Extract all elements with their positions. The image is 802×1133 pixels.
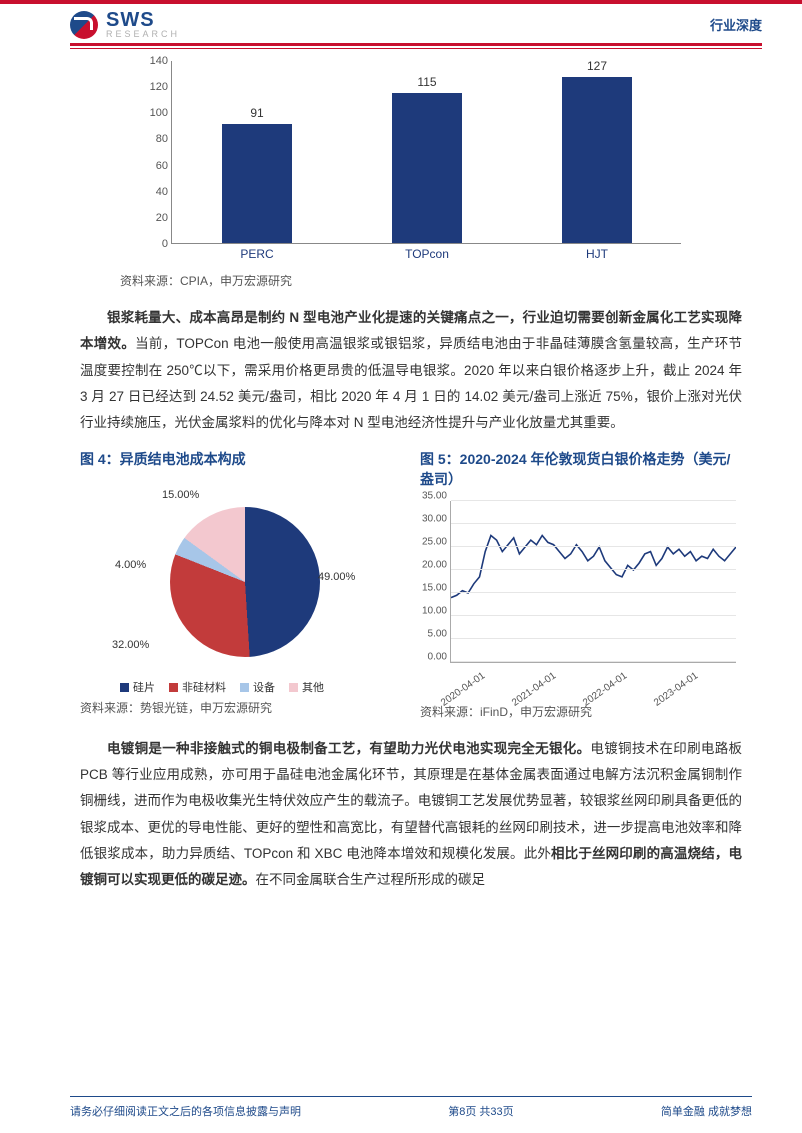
bar-ytick: 0 — [162, 238, 168, 250]
line-xtick: 2021-04-01 — [510, 670, 558, 708]
logo: SWS RESEARCH — [70, 10, 180, 39]
bar-TOPcon: 115 — [392, 93, 462, 243]
legend-item: 硅片 — [120, 679, 155, 695]
pie-label-4: 4.00% — [115, 559, 146, 571]
logo-sub-text: RESEARCH — [106, 30, 180, 39]
bar-value-label: 127 — [562, 59, 632, 73]
line-ytick: 10.00 — [422, 605, 447, 616]
line-ytick: 15.00 — [422, 582, 447, 593]
fig5-title: 图 5：2020-2024 年伦敦现货白银价格走势（美元/盎司） — [420, 449, 742, 489]
line-ytick: 25.00 — [422, 536, 447, 547]
figure-row: 图 4：异质结电池成本构成 49.00% 32.00% 4.00% 15.00%… — [80, 449, 742, 720]
bar-xcategory: HJT — [562, 247, 632, 261]
bar-ytick: 80 — [156, 133, 168, 145]
bar-chart: 02040608010012014091PERC115TOPcon127HJT — [131, 61, 691, 266]
line-grid — [451, 523, 736, 524]
header: SWS RESEARCH 行业深度 — [0, 4, 802, 43]
legend-item: 非硅材料 — [169, 679, 226, 695]
para2-tail: 在不同金属联合生产过程所形成的碳足 — [256, 872, 486, 887]
logo-main-text: SWS — [106, 10, 180, 30]
fig4-title: 图 4：异质结电池成本构成 — [80, 449, 402, 469]
line-ytick: 30.00 — [422, 513, 447, 524]
line-chart: 0.005.0010.0015.0020.0025.0030.0035.0020… — [420, 493, 742, 703]
figure-4: 图 4：异质结电池成本构成 49.00% 32.00% 4.00% 15.00%… — [80, 449, 402, 720]
bar-xcategory: TOPcon — [392, 247, 462, 261]
paragraph-2: 电镀铜是一种非接触式的铜电极制备工艺，有望助力光伏电池实现完全无银化。电镀铜技术… — [80, 736, 742, 894]
line-grid — [451, 546, 736, 547]
bar-PERC: 91 — [222, 124, 292, 243]
pie-chart: 49.00% 32.00% 4.00% 15.00% 硅片非硅材料设备其他 — [80, 489, 402, 699]
line-xtick: 2023-04-01 — [652, 670, 700, 708]
bar-ytick: 120 — [150, 81, 168, 93]
bar-value-label: 115 — [392, 75, 462, 89]
legend-item: 其他 — [289, 679, 324, 695]
legend-swatch-icon — [240, 683, 249, 692]
fig4-source: 资料来源：势银光链，申万宏源研究 — [80, 699, 402, 716]
bar-ytick: 100 — [150, 107, 168, 119]
footer-left: 请务必仔细阅读正文之后的各项信息披露与声明 — [70, 1103, 301, 1119]
line-grid — [451, 569, 736, 570]
fig5-source: 资料来源：iFinD，申万宏源研究 — [420, 703, 742, 720]
sws-logo-icon — [70, 11, 98, 39]
line-grid — [451, 500, 736, 501]
pie-label-15: 15.00% — [162, 489, 199, 501]
footer: 请务必仔细阅读正文之后的各项信息披露与声明 第8页 共33页 简单金融 成就梦想 — [0, 1096, 802, 1120]
line-ytick: 0.00 — [428, 651, 447, 662]
pie-label-49: 49.00% — [318, 571, 355, 583]
line-ytick: 20.00 — [422, 559, 447, 570]
header-rule-thick — [70, 43, 762, 46]
pie-label-32: 32.00% — [112, 639, 149, 651]
pie-body — [170, 507, 320, 657]
figure-5: 图 5：2020-2024 年伦敦现货白银价格走势（美元/盎司） 0.00 5.0… — [420, 449, 742, 720]
line-xtick: 2020-04-01 — [439, 670, 487, 708]
legend-swatch-icon — [289, 683, 298, 692]
line-ytick: 5.00 — [428, 628, 447, 639]
bar-ytick: 20 — [156, 212, 168, 224]
legend-swatch-icon — [169, 683, 178, 692]
footer-center: 第8页 共33页 — [448, 1103, 513, 1119]
bar-ytick: 40 — [156, 186, 168, 198]
bar-ytick: 60 — [156, 160, 168, 172]
line-grid — [451, 615, 736, 616]
paragraph-1: 银浆耗量大、成本高昂是制约 N 型电池产业化提速的关键痛点之一，行业迫切需要创新… — [80, 305, 742, 437]
legend-item: 设备 — [240, 679, 275, 695]
header-category: 行业深度 — [710, 15, 762, 34]
para1-rest: 当前，TOPCon 电池一般使用高温银浆或银铝浆，异质结电池由于非晶硅薄膜含氢量… — [80, 336, 742, 430]
footer-right: 简单金融 成就梦想 — [661, 1103, 752, 1119]
bar-ytick: 140 — [150, 55, 168, 67]
line-xtick: 2022-04-01 — [581, 670, 629, 708]
bar-xcategory: PERC — [222, 247, 292, 261]
line-grid — [451, 661, 736, 662]
line-ytick: 35.00 — [422, 490, 447, 501]
price-line — [451, 535, 736, 597]
para2-bold1: 电镀铜是一种非接触式的铜电极制备工艺，有望助力光伏电池实现完全无银化。 — [107, 741, 590, 756]
bar-value-label: 91 — [222, 106, 292, 120]
legend-swatch-icon — [120, 683, 129, 692]
line-grid — [451, 638, 736, 639]
bar-HJT: 127 — [562, 77, 632, 243]
para2-mid: 电镀铜技术在印刷电路板 PCB 等行业应用成熟，亦可用于晶硅电池金属化环节，其原… — [80, 741, 742, 861]
pie-legend: 硅片非硅材料设备其他 — [120, 679, 402, 695]
line-grid — [451, 592, 736, 593]
bar-chart-source: 资料来源：CPIA，申万宏源研究 — [120, 272, 742, 289]
footer-rule — [70, 1096, 752, 1098]
